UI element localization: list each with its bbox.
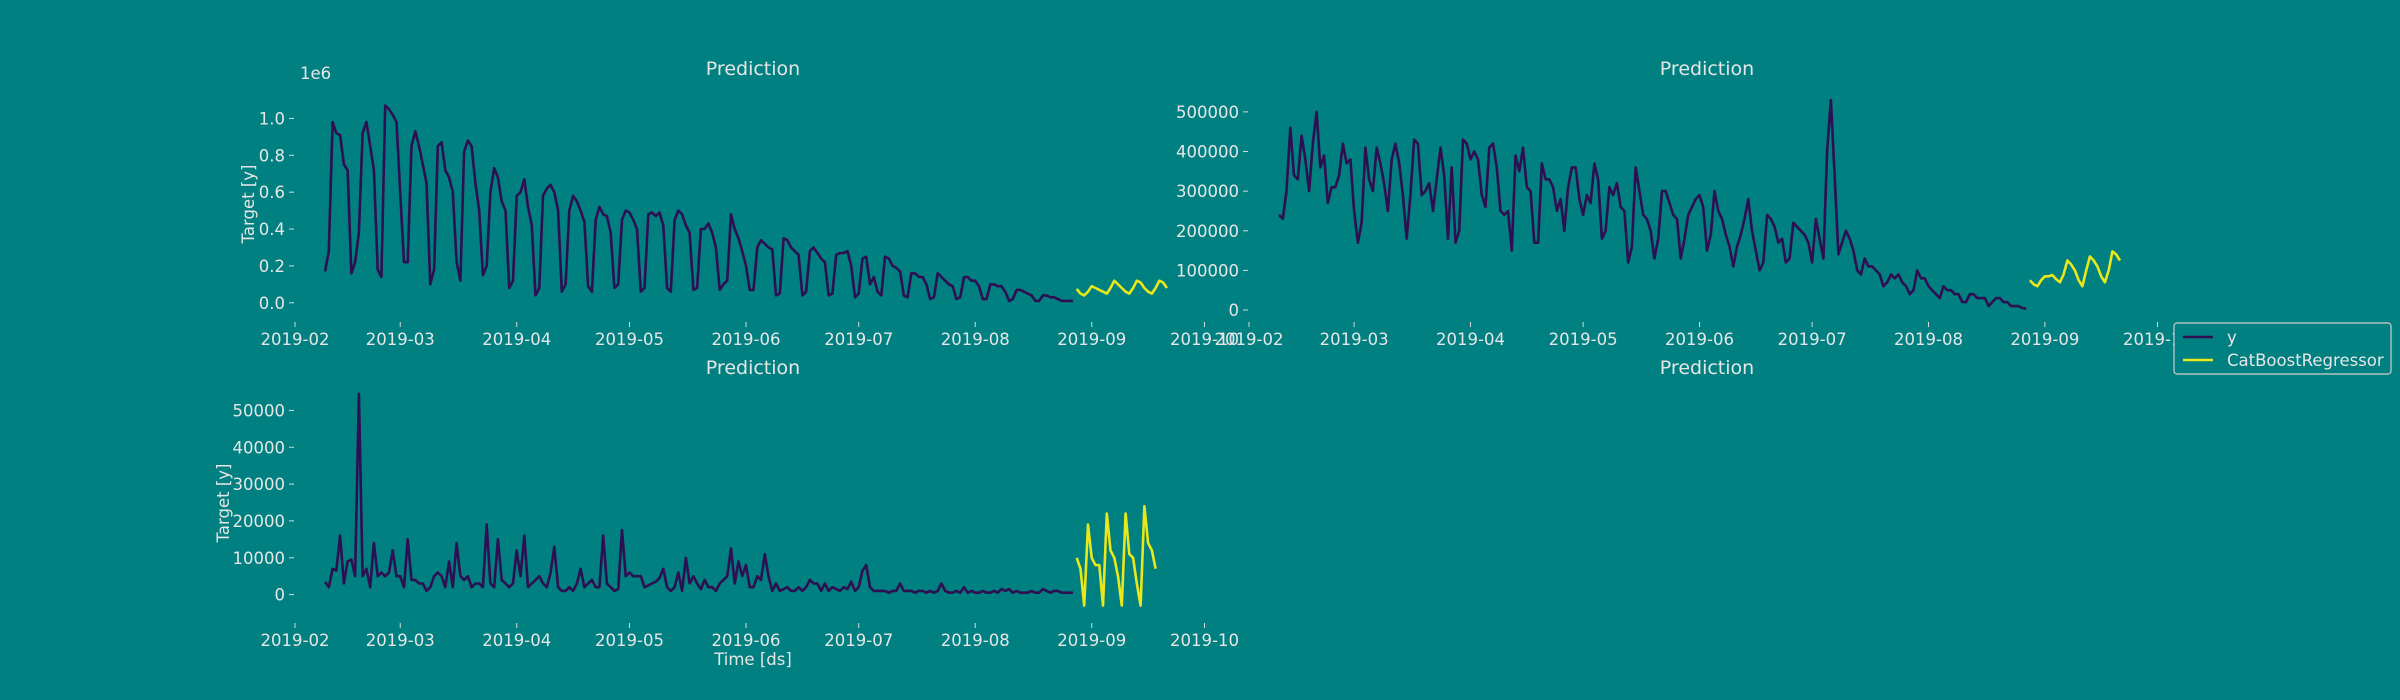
subplot-top-right: Prediction 0 100000 200000 300000 400000 5000… bbox=[1176, 58, 2192, 349]
y-tick-label: 10000 bbox=[233, 549, 286, 568]
x-axis-label: Time [ds] bbox=[713, 650, 792, 669]
x-tick-label: 2019-08 bbox=[941, 631, 1010, 650]
series-line-catboostregressor bbox=[1075, 504, 1157, 607]
y-tick-label: 20000 bbox=[233, 512, 286, 531]
y-ticks: 0.0 0.2 0.4 0.6 0.8 1.0 bbox=[259, 109, 294, 313]
x-tick-label: 2019-07 bbox=[824, 631, 893, 650]
series-lines bbox=[323, 104, 1168, 303]
y-tick-label: 50000 bbox=[233, 401, 286, 420]
x-ticks: 2019-02 2019-03 2019-04 2019-05 2019-06 2019-… bbox=[1215, 322, 2192, 349]
x-tick-label: 2019-10 bbox=[1170, 631, 1239, 650]
subplot-bottom-right: Prediction bbox=[1660, 357, 1754, 379]
subplot-title: Prediction bbox=[1660, 357, 1754, 379]
series-line-catboostregressor bbox=[1075, 279, 1168, 297]
x-tick-label: 2019-02 bbox=[1215, 330, 1284, 349]
series-line-y bbox=[323, 104, 1073, 303]
series-lines bbox=[1278, 98, 2122, 311]
x-tick-label: 2019-06 bbox=[712, 330, 781, 349]
y-tick-label: 400000 bbox=[1176, 143, 1239, 162]
x-tick-label: 2019-03 bbox=[366, 631, 435, 650]
x-ticks: 2019-02 2019-03 2019-04 2019-05 2019-06 2019-… bbox=[261, 322, 1239, 349]
x-tick-label: 2019-07 bbox=[824, 330, 893, 349]
legend-frame bbox=[2173, 322, 2392, 375]
y-tick-label: 500000 bbox=[1176, 103, 1239, 122]
x-tick-label: 2019-09 bbox=[2010, 330, 2079, 349]
x-ticks: 2019-02 2019-03 2019-04 2019-05 2019-06 2019-… bbox=[261, 623, 1239, 650]
series-line-catboostregressor bbox=[2028, 250, 2122, 288]
y-tick-label: 200000 bbox=[1176, 222, 1239, 241]
y-axis-label: Target [y] bbox=[239, 165, 258, 245]
legend-label-catboostregressor: CatBoostRegressor bbox=[2227, 351, 2384, 370]
subplot-bottom-left: Prediction Target [y] Time [ds] 0 10000 20… bbox=[214, 357, 1239, 669]
x-tick-label: 2019-10 bbox=[1170, 330, 1239, 349]
x-tick-label: 2019-05 bbox=[595, 330, 664, 349]
legend-label-y: y bbox=[2227, 328, 2237, 347]
x-tick-label: 2019-02 bbox=[261, 631, 330, 650]
y-tick-label: 0.2 bbox=[259, 257, 285, 276]
y-tick-label: 40000 bbox=[233, 438, 286, 457]
x-tick-label: 2019-08 bbox=[1894, 330, 1963, 349]
subplot-title: Prediction bbox=[706, 357, 800, 379]
x-tick-label: 2019-02 bbox=[261, 330, 330, 349]
x-tick-label: 2019-04 bbox=[1436, 330, 1505, 349]
y-ticks: 0 100000 200000 300000 400000 500000 bbox=[1176, 103, 1248, 320]
subplot-title: Prediction bbox=[1660, 58, 1754, 80]
y-tick-label: 100000 bbox=[1176, 261, 1239, 280]
subplot-top-left: Prediction 1e6 Target [y] 0.00.20.40.60.… bbox=[239, 58, 1239, 349]
x-tick-label: 2019-06 bbox=[1665, 330, 1734, 349]
series-line-y bbox=[1278, 98, 2027, 311]
y-tick-label: 30000 bbox=[233, 475, 286, 494]
x-tick-label: 2019-03 bbox=[1320, 330, 1389, 349]
y-axis-label: Target [y] bbox=[214, 464, 233, 544]
series-line-y bbox=[324, 392, 1073, 595]
y-tick-label: 0.0 bbox=[259, 294, 285, 313]
y-tick-label: 0 bbox=[275, 586, 286, 605]
y-tick-label: 300000 bbox=[1176, 182, 1239, 201]
y-ticks: 0 10000 20000 30000 40000 50000 bbox=[233, 401, 294, 605]
x-tick-label: 2019-07 bbox=[1778, 330, 1847, 349]
y-offset-text: 1e6 bbox=[300, 64, 331, 83]
y-tick-label: 0.4 bbox=[259, 220, 285, 239]
subplot-title: Prediction bbox=[706, 58, 800, 80]
series-lines bbox=[324, 392, 1157, 607]
y-tick-label: 0.6 bbox=[259, 183, 285, 202]
legend: y CatBoostRegressor bbox=[2173, 322, 2392, 375]
x-tick-label: 2019-08 bbox=[941, 330, 1010, 349]
y-tick-label: 0 bbox=[1229, 301, 1240, 320]
y-tick-label: 1.0 bbox=[259, 109, 285, 128]
x-tick-label: 2019-09 bbox=[1057, 330, 1126, 349]
x-tick-label: 2019-04 bbox=[482, 330, 551, 349]
y-tick-label: 0.8 bbox=[259, 146, 285, 165]
x-tick-label: 2019-06 bbox=[712, 631, 781, 650]
x-tick-label: 2019-04 bbox=[482, 631, 551, 650]
x-tick-label: 2019-05 bbox=[1549, 330, 1618, 349]
x-tick-label: 2019-09 bbox=[1057, 631, 1126, 650]
x-tick-label: 2019-03 bbox=[366, 330, 435, 349]
x-tick-label: 2019-05 bbox=[595, 631, 664, 650]
